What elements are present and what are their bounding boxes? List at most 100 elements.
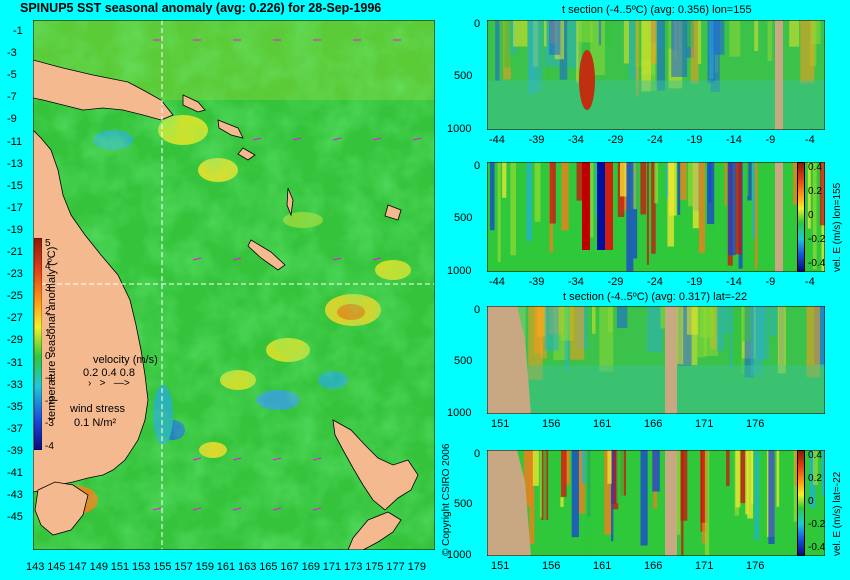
sst-colorbar-tick: -1	[45, 373, 54, 384]
lon-tick-label: 145	[47, 561, 66, 573]
section-y-tick: 0	[474, 18, 481, 30]
land-masses	[33, 59, 419, 550]
sst-colorbar-tick: 0	[45, 350, 51, 362]
section-plot-4	[487, 450, 825, 556]
section-x-tick: -29	[607, 134, 624, 146]
lat-tick-label: -25	[7, 290, 23, 303]
lon-tick-label: 151	[110, 561, 130, 573]
section-x-tick: -29	[607, 276, 624, 288]
lat-tick-label: -3	[7, 47, 17, 60]
lat-tick-label: -45	[7, 511, 23, 524]
panel-1-title: t section (-4..5ºC) (avg: 0.356) lon=155	[562, 4, 752, 16]
velocity-legend-label: velocity (m/s)	[93, 354, 158, 366]
velocity-colorbar-tick: 0	[808, 209, 814, 221]
sst-map[interactable]	[33, 20, 435, 550]
lat-tick-label: -13	[7, 157, 23, 170]
section-x-tick: -4	[805, 134, 815, 146]
velocity-colorbar-tick: -0.2	[808, 233, 826, 245]
section-x-tick: 161	[593, 418, 612, 430]
lon-tick-label: 167	[280, 561, 299, 573]
sst-colorbar-tick: -2	[45, 395, 54, 407]
lon-tick-label: 147	[68, 561, 87, 573]
map-title: SPINUP5 SST seasonal anomaly (avg: 0.226…	[20, 1, 382, 15]
panel-3-title: t section (-4..5ºC) (avg: 0.317) lat=-22	[563, 291, 748, 303]
velocity-colorbar-tick: 0	[808, 496, 814, 508]
lon-tick-label: 163	[238, 561, 257, 573]
section-x-tick: -34	[568, 134, 584, 146]
lat-tick-label: -9	[7, 113, 17, 126]
section-x-tick: -39	[528, 276, 545, 288]
section-x-tick: -34	[568, 276, 584, 288]
lon-tick-label: 159	[195, 561, 214, 573]
section-x-tick: -24	[647, 134, 663, 146]
section-x-tick: -9	[765, 134, 776, 146]
lon-tick-label: 143	[26, 561, 45, 573]
section-x-tick: 176	[746, 560, 765, 572]
lat-tick-label: -1	[13, 25, 23, 37]
velocity-colorbar-tick: -0.2	[808, 519, 826, 531]
velocity-colorbar-label: vel. E (m/s) lat=-22	[832, 471, 843, 556]
section-plot-2	[487, 162, 825, 272]
sst-colorbar-tick: -4	[45, 440, 54, 452]
velocity-colorbar-tick: 0.2	[808, 473, 822, 485]
lon-tick-label: 157	[174, 561, 193, 573]
wind-legend-scale: 0.1 N/m²	[74, 417, 117, 429]
section-y-tick: 500	[454, 70, 473, 83]
lat-tick-label: -35	[7, 400, 23, 413]
lat-tick-label: -29	[7, 334, 23, 347]
lat-tick-label: -19	[7, 223, 23, 236]
velocity-colorbar	[797, 450, 805, 556]
section-panel-1[interactable]	[487, 20, 825, 130]
lon-tick-label: 171	[322, 561, 342, 573]
section-x-tick: 156	[542, 418, 561, 430]
section-y-tick: 0	[474, 160, 481, 172]
section-panel-4[interactable]	[487, 450, 825, 556]
sst-colorbar-label: temperature seasonal anomaly (ºC)	[46, 246, 58, 420]
section-x-tick: 156	[542, 560, 561, 572]
lon-tick-label: 173	[344, 561, 363, 573]
section-y-tick: 1000	[447, 548, 472, 561]
section-x-tick: 166	[644, 560, 663, 572]
sst-colorbar-tick: -3	[45, 418, 54, 429]
lon-tick-label: 179	[407, 561, 426, 573]
lon-tick-label: 165	[259, 561, 278, 573]
section-x-tick: 171	[695, 418, 714, 430]
lat-tick-label: -41	[7, 467, 23, 479]
lon-tick-label: 153	[132, 561, 151, 573]
velocity-colorbar-tick: -0.4	[808, 542, 826, 554]
lat-tick-label: -7	[7, 91, 17, 104]
section-y-tick: 0	[474, 448, 481, 460]
section-y-tick: 500	[454, 498, 473, 511]
section-x-tick: -19	[686, 276, 703, 288]
lat-tick-label: -21	[7, 246, 23, 258]
section-panel-3[interactable]	[487, 306, 825, 414]
lon-tick-label: 149	[89, 561, 108, 573]
copyright-text: © Copyright CSIRO 2006	[441, 443, 452, 556]
section-x-tick: -44	[489, 276, 505, 288]
section-panel-2[interactable]	[487, 162, 825, 272]
section-y-tick: 500	[454, 212, 473, 225]
section-x-tick: 171	[695, 560, 714, 572]
section-x-tick: 151	[491, 560, 510, 572]
section-x-tick: 166	[644, 418, 663, 430]
section-x-tick: 176	[746, 418, 765, 430]
lat-tick-label: -11	[7, 135, 23, 148]
lat-tick-label: -15	[7, 179, 23, 192]
section-y-tick: 1000	[447, 122, 472, 135]
section-x-tick: -14	[726, 134, 742, 146]
lat-tick-label: -37	[7, 422, 23, 435]
velocity-legend-scale: 0.2 0.4 0.8	[83, 367, 135, 379]
section-plot-3	[487, 306, 825, 414]
wind-stress-arrows	[152, 39, 422, 511]
velocity-colorbar-tick: -0.4	[808, 257, 826, 269]
lon-tick-label: 155	[153, 561, 172, 573]
sst-colorbar-tick: 1	[45, 328, 51, 339]
lon-tick-label: 161	[216, 561, 236, 573]
section-x-tick: 161	[593, 560, 612, 572]
lon-tick-label: 169	[301, 561, 320, 573]
sst-colorbar-tick: 2	[45, 305, 51, 317]
wind-legend-label: wind stress	[70, 403, 126, 415]
section-y-tick: 500	[454, 355, 473, 368]
section-y-tick: 0	[474, 304, 481, 316]
lat-tick-label: -39	[7, 444, 23, 457]
